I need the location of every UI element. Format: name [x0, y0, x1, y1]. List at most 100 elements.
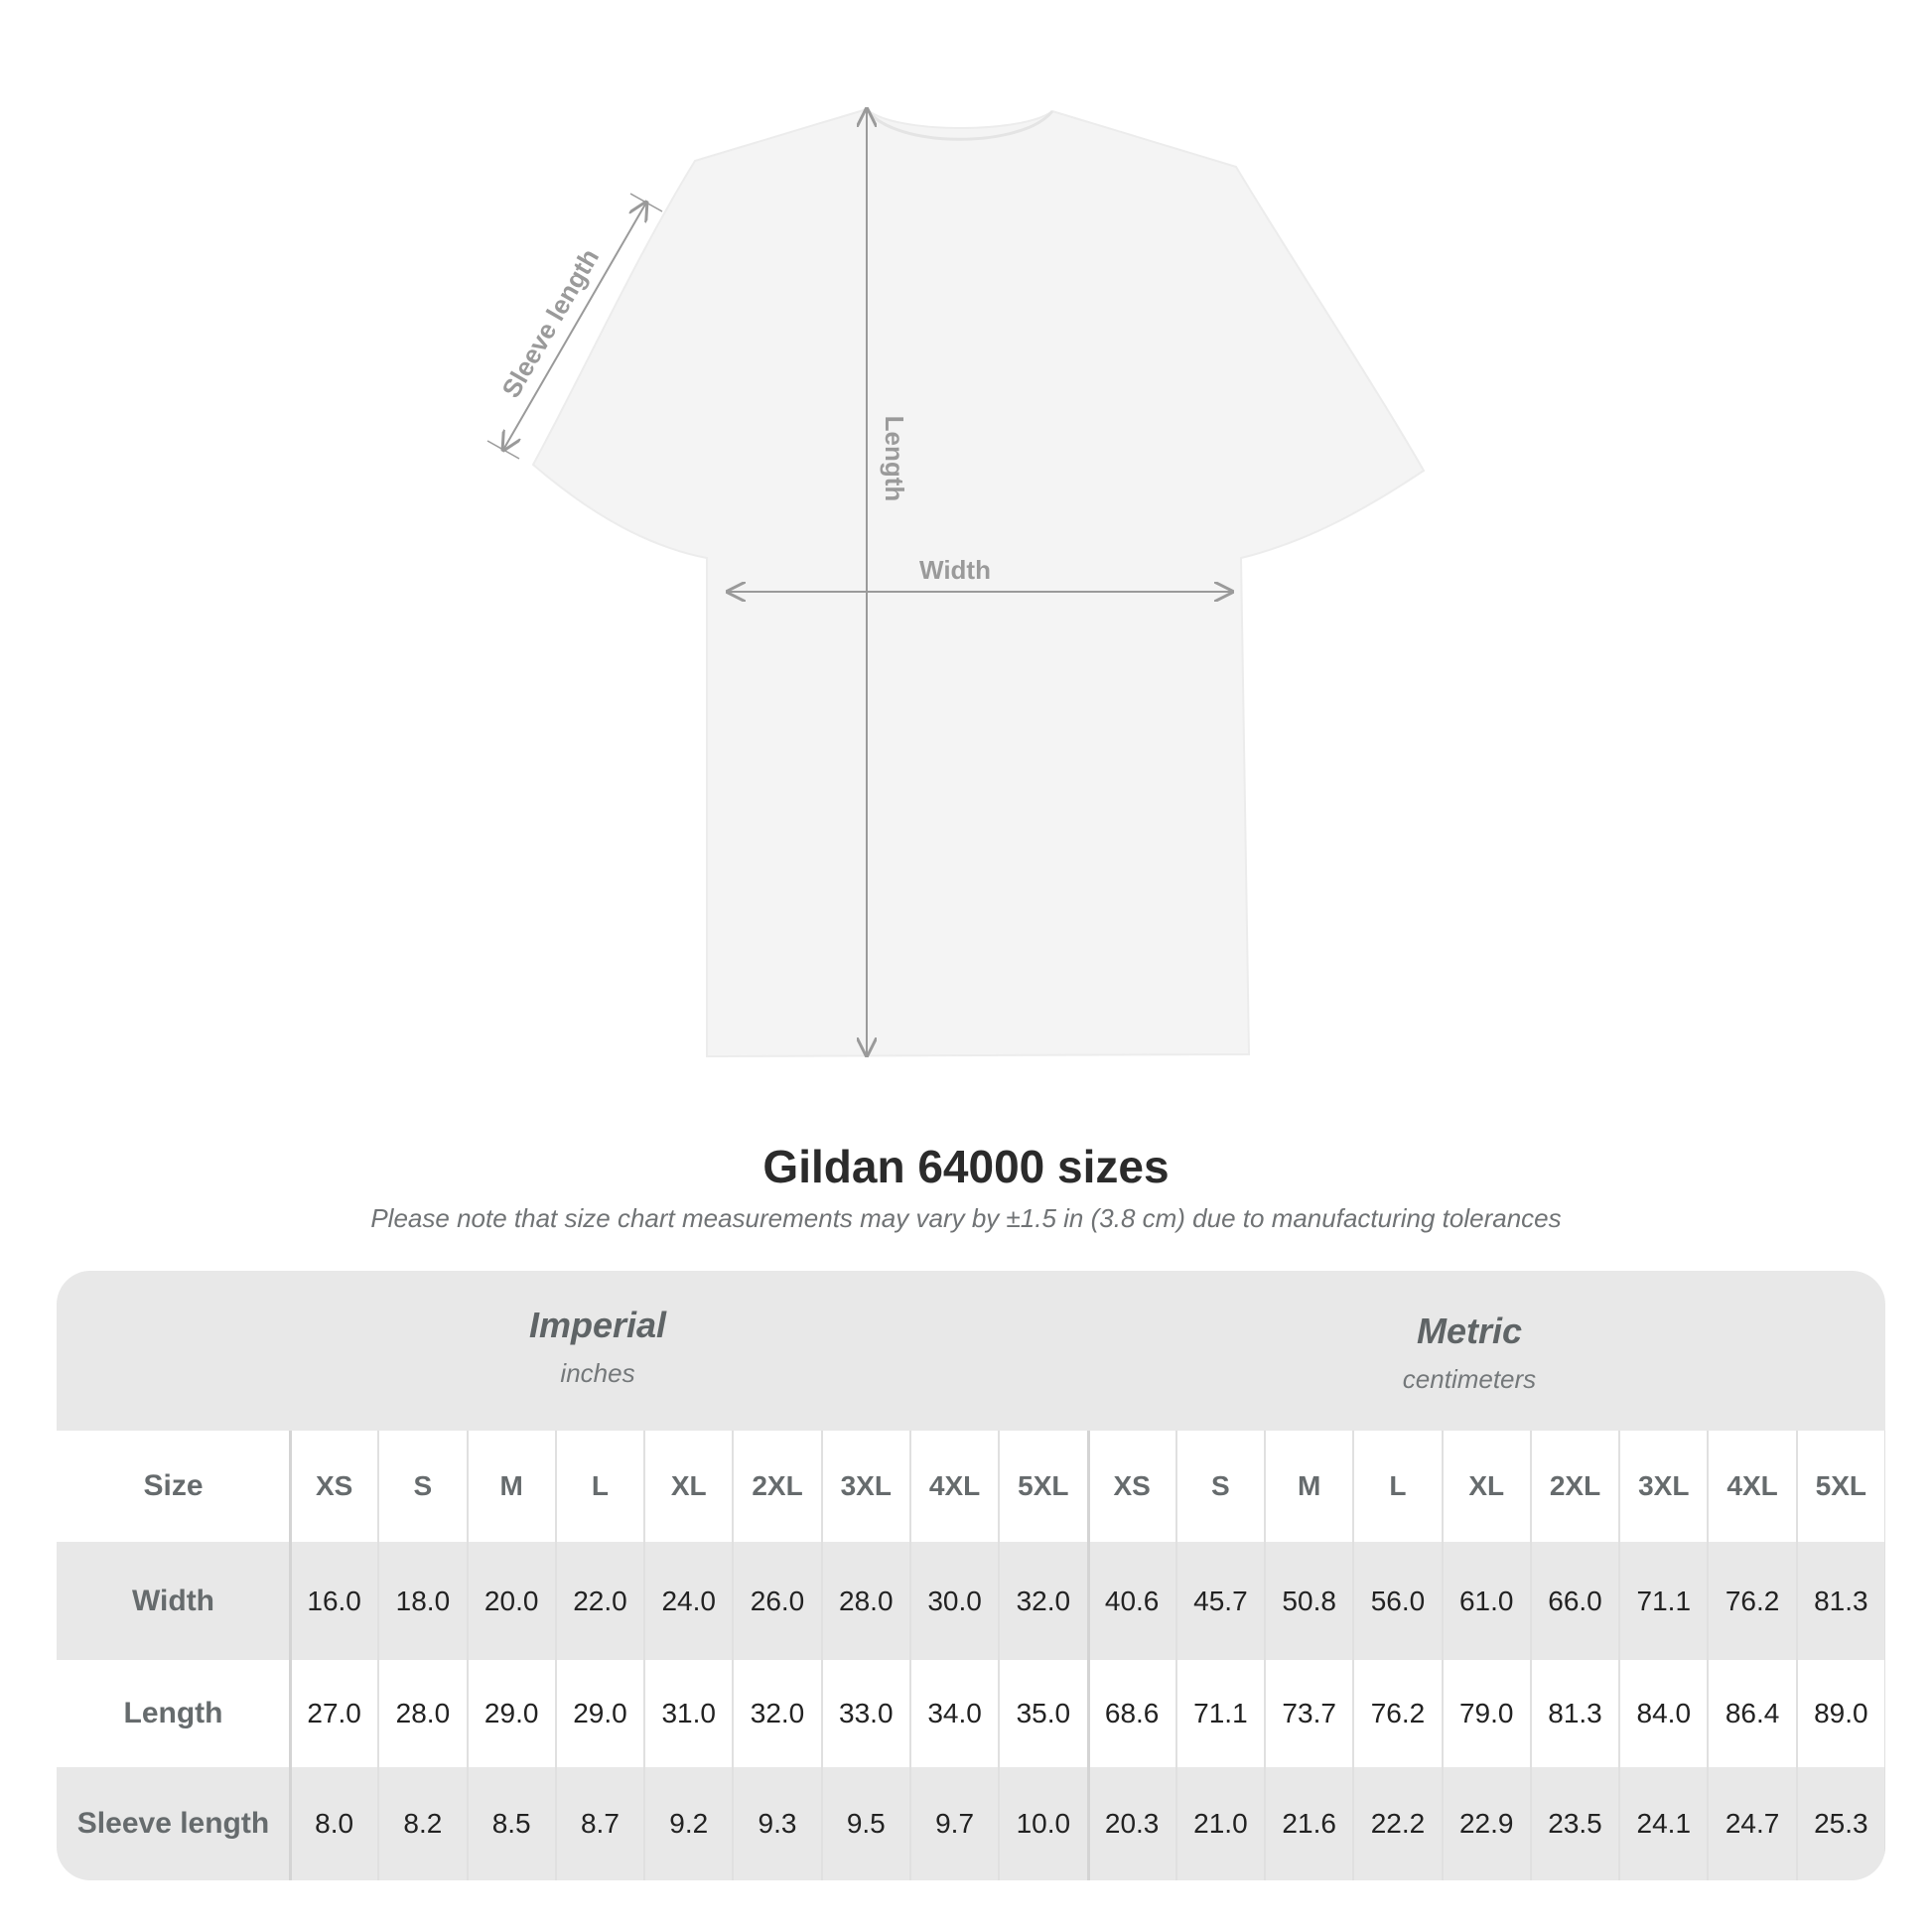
imperial-value-cell: 9.7 — [935, 1808, 975, 1839]
imperial-value-cell: 8.7 — [580, 1808, 620, 1839]
imperial-size-header: 2XL — [752, 1470, 803, 1501]
imperial-size-header: 5XL — [1018, 1470, 1069, 1501]
imperial-size-header: M — [499, 1470, 523, 1501]
imperial-size-header: L — [591, 1470, 610, 1501]
unit-header-band — [57, 1271, 1885, 1431]
column-divider — [1884, 1431, 1885, 1880]
column-divider — [998, 1431, 1001, 1880]
column-divider — [820, 1431, 823, 1880]
row-label: Sleeve length — [76, 1807, 270, 1840]
metric-size-header: 5XL — [1815, 1470, 1867, 1501]
size-header: Size — [143, 1469, 204, 1502]
column-divider — [908, 1431, 911, 1880]
metric-value-cell: 71.1 — [1636, 1585, 1692, 1616]
imperial-value-cell: 27.0 — [307, 1698, 361, 1728]
column-divider — [643, 1431, 646, 1880]
metric-value-cell: 81.3 — [1548, 1698, 1602, 1728]
metric-size-header: 3XL — [1638, 1470, 1690, 1501]
metric-size-header: 4XL — [1726, 1470, 1778, 1501]
metric-value-cell: 22.9 — [1458, 1808, 1514, 1839]
tolerance-note: Please note that size chart measurements… — [370, 1203, 1562, 1233]
size-table: Imperial inches Metric centimeters Size X… — [57, 1271, 1885, 1880]
column-divider — [554, 1431, 557, 1880]
column-divider — [1795, 1431, 1798, 1880]
metric-size-header: M — [1298, 1470, 1321, 1501]
imperial-value-cell: 32.0 — [1016, 1585, 1071, 1616]
metric-value-cell: 22.2 — [1370, 1808, 1426, 1839]
column-divider — [1086, 1431, 1090, 1880]
imperial-value-cell: 9.3 — [758, 1808, 797, 1839]
imperial-value-cell: 28.0 — [839, 1585, 894, 1616]
imperial-value-cell: 9.2 — [669, 1808, 709, 1839]
metric-value-cell: 81.3 — [1814, 1585, 1868, 1616]
metric-value-cell: 68.6 — [1104, 1698, 1160, 1728]
metric-value-cell: 21.6 — [1282, 1808, 1336, 1839]
column-divider — [1529, 1431, 1532, 1880]
metric-value-cell: 71.1 — [1193, 1698, 1248, 1728]
imperial-value-cell: 9.5 — [846, 1808, 886, 1839]
length-label: Length — [880, 416, 909, 502]
tshirt-diagram: Width Length Sleeve length — [486, 0, 1426, 1058]
imperial-size-header: XS — [315, 1470, 353, 1501]
collar — [865, 108, 1054, 141]
metric-size-header: XL — [1468, 1470, 1505, 1501]
imperial-value-cell: 16.0 — [307, 1585, 361, 1616]
imperial-value-cell: 29.0 — [483, 1698, 539, 1728]
imperial-value-cell: 32.0 — [750, 1698, 805, 1728]
imperial-value-cell: 22.0 — [573, 1585, 627, 1616]
imperial-size-header: XL — [670, 1470, 707, 1501]
imperial-value-cell: 24.0 — [661, 1585, 716, 1616]
imperial-value-cell: 33.0 — [839, 1698, 894, 1728]
metric-value-cell: 24.1 — [1636, 1808, 1692, 1839]
metric-value-cell: 56.0 — [1370, 1585, 1426, 1616]
metric-value-cell: 61.0 — [1458, 1585, 1514, 1616]
imperial-value-cell: 26.0 — [750, 1585, 805, 1616]
imperial-value-cell: 29.0 — [573, 1698, 627, 1728]
metric-unit: centimeters — [1402, 1364, 1537, 1394]
imperial-value-cell: 28.0 — [395, 1698, 451, 1728]
metric-size-header: S — [1211, 1470, 1230, 1501]
row-label: Length — [123, 1697, 223, 1729]
imperial-header: Imperial inches — [300, 1305, 896, 1389]
column-divider — [732, 1431, 735, 1880]
column-divider — [377, 1431, 380, 1880]
imperial-value-cell: 31.0 — [661, 1698, 716, 1728]
imperial-value-cell: 8.5 — [491, 1808, 531, 1839]
column-divider — [1352, 1431, 1355, 1880]
metric-value-cell: 79.0 — [1458, 1698, 1514, 1728]
chart-title: Gildan 64000 sizes — [762, 1141, 1170, 1192]
metric-value-cell: 84.0 — [1636, 1698, 1692, 1728]
metric-value-cell: 23.5 — [1548, 1808, 1602, 1839]
column-divider — [1441, 1431, 1444, 1880]
column-divider — [1618, 1431, 1621, 1880]
metric-size-header: XS — [1113, 1470, 1151, 1501]
imperial-size-header: 4XL — [928, 1470, 981, 1501]
metric-size-header: L — [1389, 1470, 1407, 1501]
column-divider — [1707, 1431, 1710, 1880]
row-label: Width — [131, 1584, 215, 1617]
column-divider — [466, 1431, 469, 1880]
imperial-value-cell: 35.0 — [1016, 1698, 1071, 1728]
metric-value-cell: 76.2 — [1370, 1698, 1426, 1728]
column-divider — [1174, 1431, 1177, 1880]
imperial-value-cell: 8.0 — [315, 1808, 354, 1839]
column-divider — [1264, 1431, 1267, 1880]
metric-value-cell: 25.3 — [1814, 1808, 1868, 1839]
imperial-value-cell: 34.0 — [927, 1698, 982, 1728]
imperial-size-header: S — [413, 1470, 433, 1501]
metric-value-cell: 50.8 — [1282, 1585, 1336, 1616]
imperial-value-cell: 30.0 — [927, 1585, 982, 1616]
metric-value-cell: 76.2 — [1725, 1585, 1780, 1616]
metric-value-cell: 89.0 — [1814, 1698, 1868, 1728]
imperial-value-cell: 10.0 — [1016, 1808, 1071, 1839]
imperial-value-cell: 18.0 — [395, 1585, 451, 1616]
metric-value-cell: 45.7 — [1193, 1585, 1248, 1616]
sleeve-measure-line — [503, 203, 646, 450]
imperial-value-cell: 8.2 — [403, 1808, 443, 1839]
column-divider — [289, 1431, 292, 1880]
metric-label: Metric — [1416, 1311, 1523, 1351]
imperial-value-cell: 20.0 — [483, 1585, 539, 1616]
metric-value-cell: 40.6 — [1104, 1585, 1160, 1616]
metric-value-cell: 73.7 — [1282, 1698, 1336, 1728]
imperial-size-header: 3XL — [840, 1470, 892, 1501]
